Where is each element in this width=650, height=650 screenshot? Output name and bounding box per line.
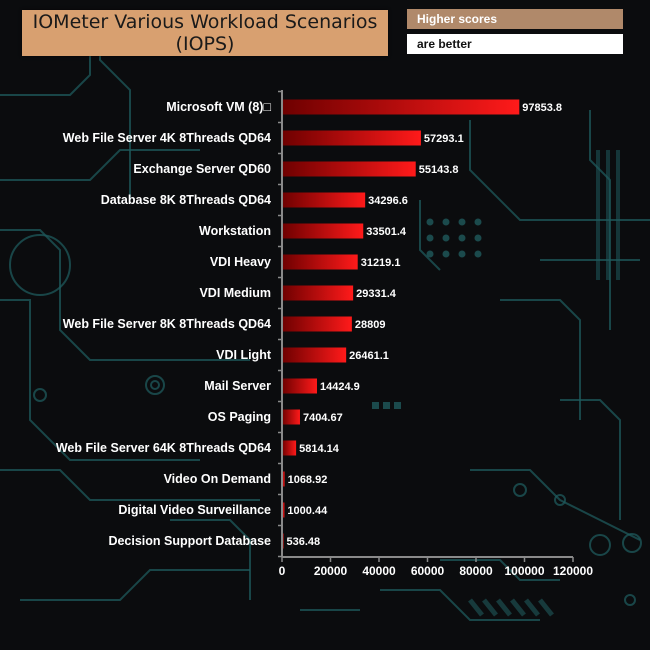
data-label: 14424.9 [320,381,360,393]
data-label: 55143.8 [419,164,459,176]
data-label: 33501.4 [366,226,407,238]
category-label: Digital Video Surveillance [118,503,271,517]
category-label: VDI Light [216,348,272,362]
bar [282,99,520,115]
x-tick-label: 40000 [362,564,396,578]
data-label: 28809 [355,319,386,331]
data-label: 29331.4 [356,288,397,300]
bar [282,254,358,270]
x-tick-label: 120000 [553,564,593,578]
chart-title-line-2: (IOPS) [175,33,235,55]
legend-note-are-better: are better [407,34,623,54]
bar [282,192,366,208]
category-label: Web File Server 8K 8Threads QD64 [63,317,271,331]
data-label: 7404.67 [303,412,343,424]
data-label: 34296.6 [368,195,408,207]
x-tick-label: 20000 [314,564,348,578]
category-label: VDI Medium [199,286,271,300]
x-tick-label: 0 [279,564,286,578]
x-tick-label: 60000 [411,564,445,578]
bar [282,440,297,456]
x-tick-label: 80000 [459,564,493,578]
bar [282,130,421,146]
bar [282,223,364,239]
category-label: Database 8K 8Threads QD64 [101,193,271,207]
chart-title-line-1: IOMeter Various Workload Scenarios [32,11,378,33]
bar [282,409,300,425]
data-label: 97853.8 [522,102,562,114]
legend-note-higher-scores: Higher scores [407,9,623,29]
category-label: Workstation [199,224,271,238]
data-label: 26461.1 [349,350,389,362]
bar [282,285,354,301]
category-label: OS Paging [208,410,271,424]
category-label: Web File Server 64K 8Threads QD64 [56,441,271,455]
bar [282,471,285,487]
category-label: Exchange Server QD60 [133,162,271,176]
chart-title: IOMeter Various Workload Scenarios (IOPS… [22,10,388,56]
data-label: 1000.44 [287,505,328,517]
category-label: Mail Server [204,379,271,393]
x-tick-label: 100000 [504,564,544,578]
data-label: 5814.14 [299,443,340,455]
category-label: Decision Support Database [108,534,271,548]
category-label: Microsoft VM (8)□ [166,100,271,114]
category-label: Web File Server 4K 8Threads QD64 [63,131,271,145]
bar [282,161,416,177]
bar [282,347,347,363]
bar [282,316,352,332]
category-label: Video On Demand [164,472,271,486]
bar [282,378,317,394]
bar [282,502,285,518]
category-label: VDI Heavy [210,255,271,269]
data-label: 1068.92 [288,474,328,486]
data-label: 57293.1 [424,133,464,145]
data-label: 31219.1 [361,257,401,269]
data-label: 536.48 [287,536,321,548]
